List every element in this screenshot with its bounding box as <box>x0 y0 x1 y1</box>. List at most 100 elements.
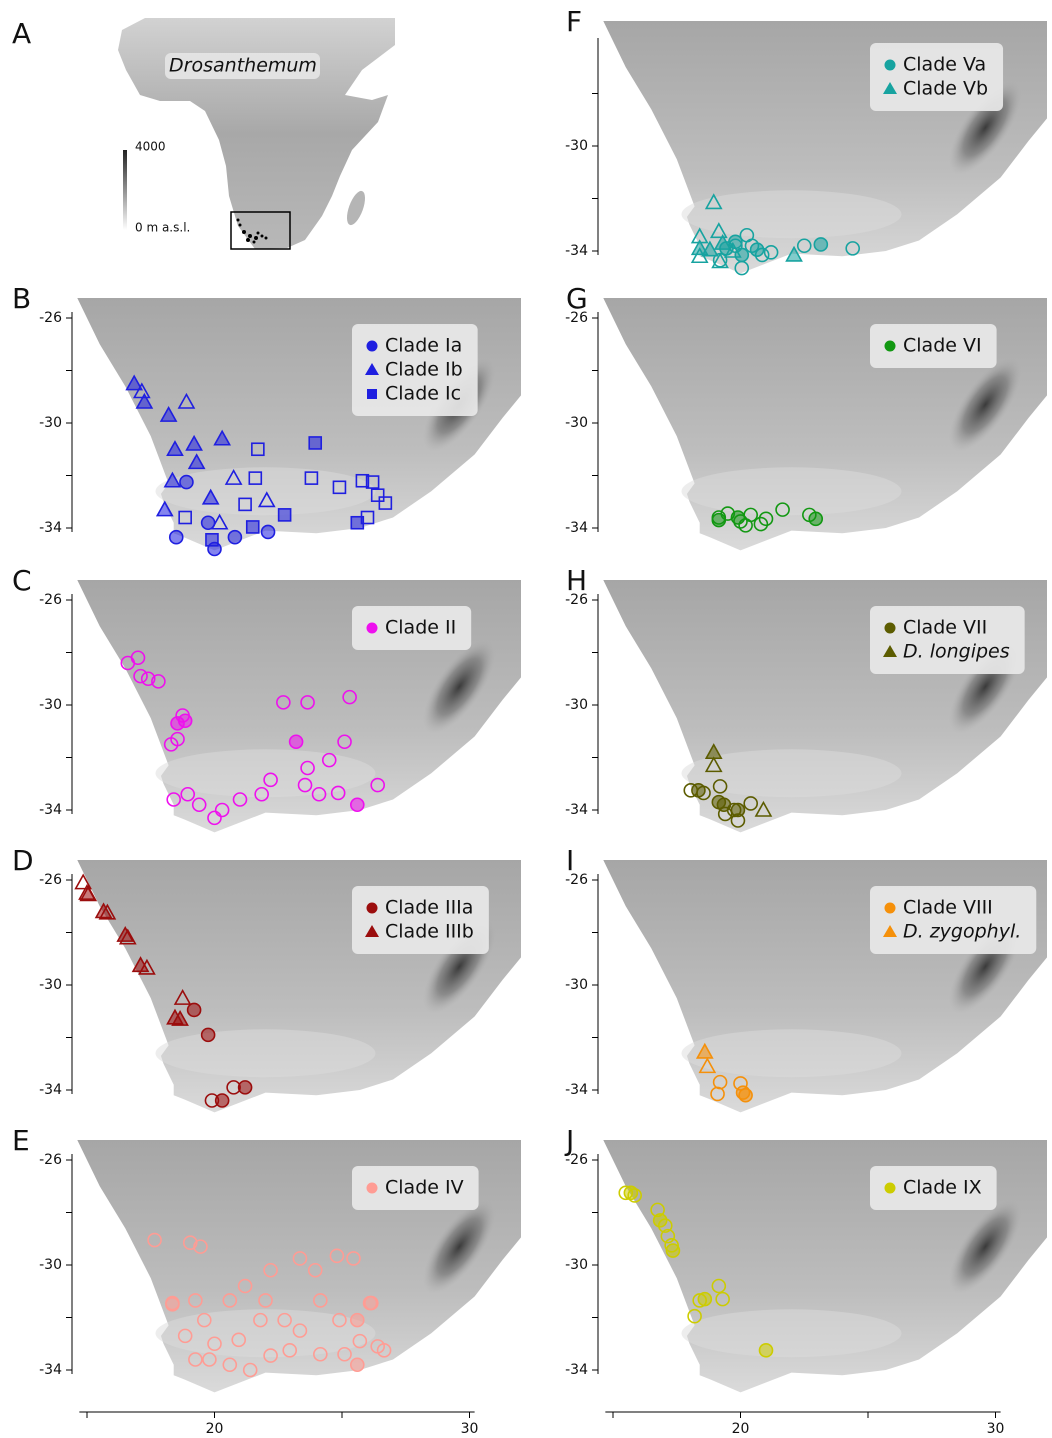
legend-symbol <box>885 1183 896 1194</box>
x-tick-label: 20 <box>732 1421 750 1437</box>
legend-label: D. zygophyl. <box>903 921 1021 943</box>
elevation-scale <box>123 150 127 230</box>
legend-label: D. longipes <box>903 641 1010 663</box>
scale-label: 0 m a.s.l. <box>135 221 190 235</box>
legend-symbol <box>885 60 896 71</box>
plateau <box>156 467 376 515</box>
madagascar <box>343 189 368 228</box>
point <box>309 437 321 449</box>
point <box>180 476 193 489</box>
point <box>737 1086 750 1099</box>
figure: A Drosanthemum 4000 0 m a.s.l. B-26-30-3… <box>0 0 1052 1438</box>
point <box>216 1094 229 1107</box>
point <box>731 511 744 524</box>
y-tick-label: -26 <box>39 1152 62 1168</box>
legend-label: Clade Va <box>903 54 986 76</box>
y-tick-label: -30 <box>565 1257 588 1273</box>
point <box>228 531 241 544</box>
point <box>202 1028 215 1041</box>
panel: I-26-30-34Clade VIIID. zygophyl. <box>565 844 1052 1112</box>
legend-symbol <box>367 389 377 399</box>
point <box>351 798 364 811</box>
y-tick-label: -30 <box>39 415 62 431</box>
legend-label: Clade IIIb <box>385 921 474 943</box>
y-tick-label: -26 <box>565 310 588 326</box>
y-tick-label: -34 <box>39 520 62 536</box>
x-tick-label: 30 <box>987 1421 1005 1437</box>
panel: C-26-30-34Clade II <box>12 564 543 832</box>
point <box>351 1358 364 1371</box>
point <box>712 514 725 527</box>
point <box>760 1344 773 1357</box>
point <box>666 1244 679 1257</box>
point <box>239 1081 252 1094</box>
point <box>351 517 363 529</box>
point <box>279 509 291 521</box>
y-tick-label: -34 <box>39 1082 62 1098</box>
panel-a: A Drosanthemum 4000 0 m a.s.l. <box>12 17 395 249</box>
y-tick-label: -26 <box>565 592 588 608</box>
map <box>74 579 543 832</box>
y-tick-label: -30 <box>565 697 588 713</box>
y-tick-label: -34 <box>39 1362 62 1378</box>
legend-label: Clade VIII <box>903 897 993 919</box>
legend-label: Clade II <box>385 617 456 639</box>
point <box>814 238 827 251</box>
point <box>171 717 184 730</box>
scale-label: 4000 <box>135 140 166 154</box>
legend-label: Clade Ib <box>385 359 463 381</box>
y-tick-label: -34 <box>565 1082 588 1098</box>
legend-label: Clade VI <box>903 335 982 357</box>
plateau <box>682 467 902 515</box>
point <box>717 798 730 811</box>
y-tick-label: -26 <box>565 1152 588 1168</box>
point <box>206 534 218 546</box>
legend-label: Clade IX <box>903 1177 982 1199</box>
point <box>692 784 705 797</box>
point <box>809 512 822 525</box>
y-tick-label: -34 <box>565 802 588 818</box>
point <box>731 804 744 817</box>
point <box>188 1003 201 1016</box>
y-tick-label: -30 <box>39 697 62 713</box>
point <box>624 1186 637 1199</box>
panel-letter: E <box>12 1124 30 1157</box>
y-tick-label: -26 <box>565 872 588 888</box>
y-tick-label: -30 <box>39 1257 62 1273</box>
legend-label: Clade Vb <box>903 78 988 100</box>
point <box>170 531 183 544</box>
x-tick-label: 20 <box>206 1421 224 1437</box>
point <box>351 1314 364 1327</box>
legend-symbol <box>885 903 896 914</box>
y-tick-label: -30 <box>565 415 588 431</box>
point <box>166 1298 179 1311</box>
legend-label: Clade VII <box>903 617 987 639</box>
legend-symbol <box>367 623 378 634</box>
panel-letter: D <box>12 844 34 877</box>
x-tick-label: 30 <box>461 1421 479 1437</box>
legend-symbol <box>885 341 896 352</box>
y-tick-label: -30 <box>565 138 588 154</box>
panel: J-26-30-34Clade IX <box>564 1124 1052 1392</box>
y-tick-label: -34 <box>565 1362 588 1378</box>
y-tick-label: -34 <box>565 243 588 259</box>
legend-symbol <box>885 623 896 634</box>
point <box>290 735 303 748</box>
legend-label: Clade IIIa <box>385 897 473 919</box>
point <box>262 525 275 538</box>
genus-label: Drosanthemum <box>169 55 317 77</box>
y-tick-label: -34 <box>39 802 62 818</box>
panel-letter: F <box>566 5 582 38</box>
legend-symbol <box>367 341 378 352</box>
legend-label: Clade Ia <box>385 335 462 357</box>
y-tick-label: -34 <box>565 520 588 536</box>
y-tick-label: -30 <box>39 977 62 993</box>
legend-symbol <box>367 903 378 914</box>
point <box>365 1297 378 1310</box>
panel-letter: A <box>12 17 31 50</box>
